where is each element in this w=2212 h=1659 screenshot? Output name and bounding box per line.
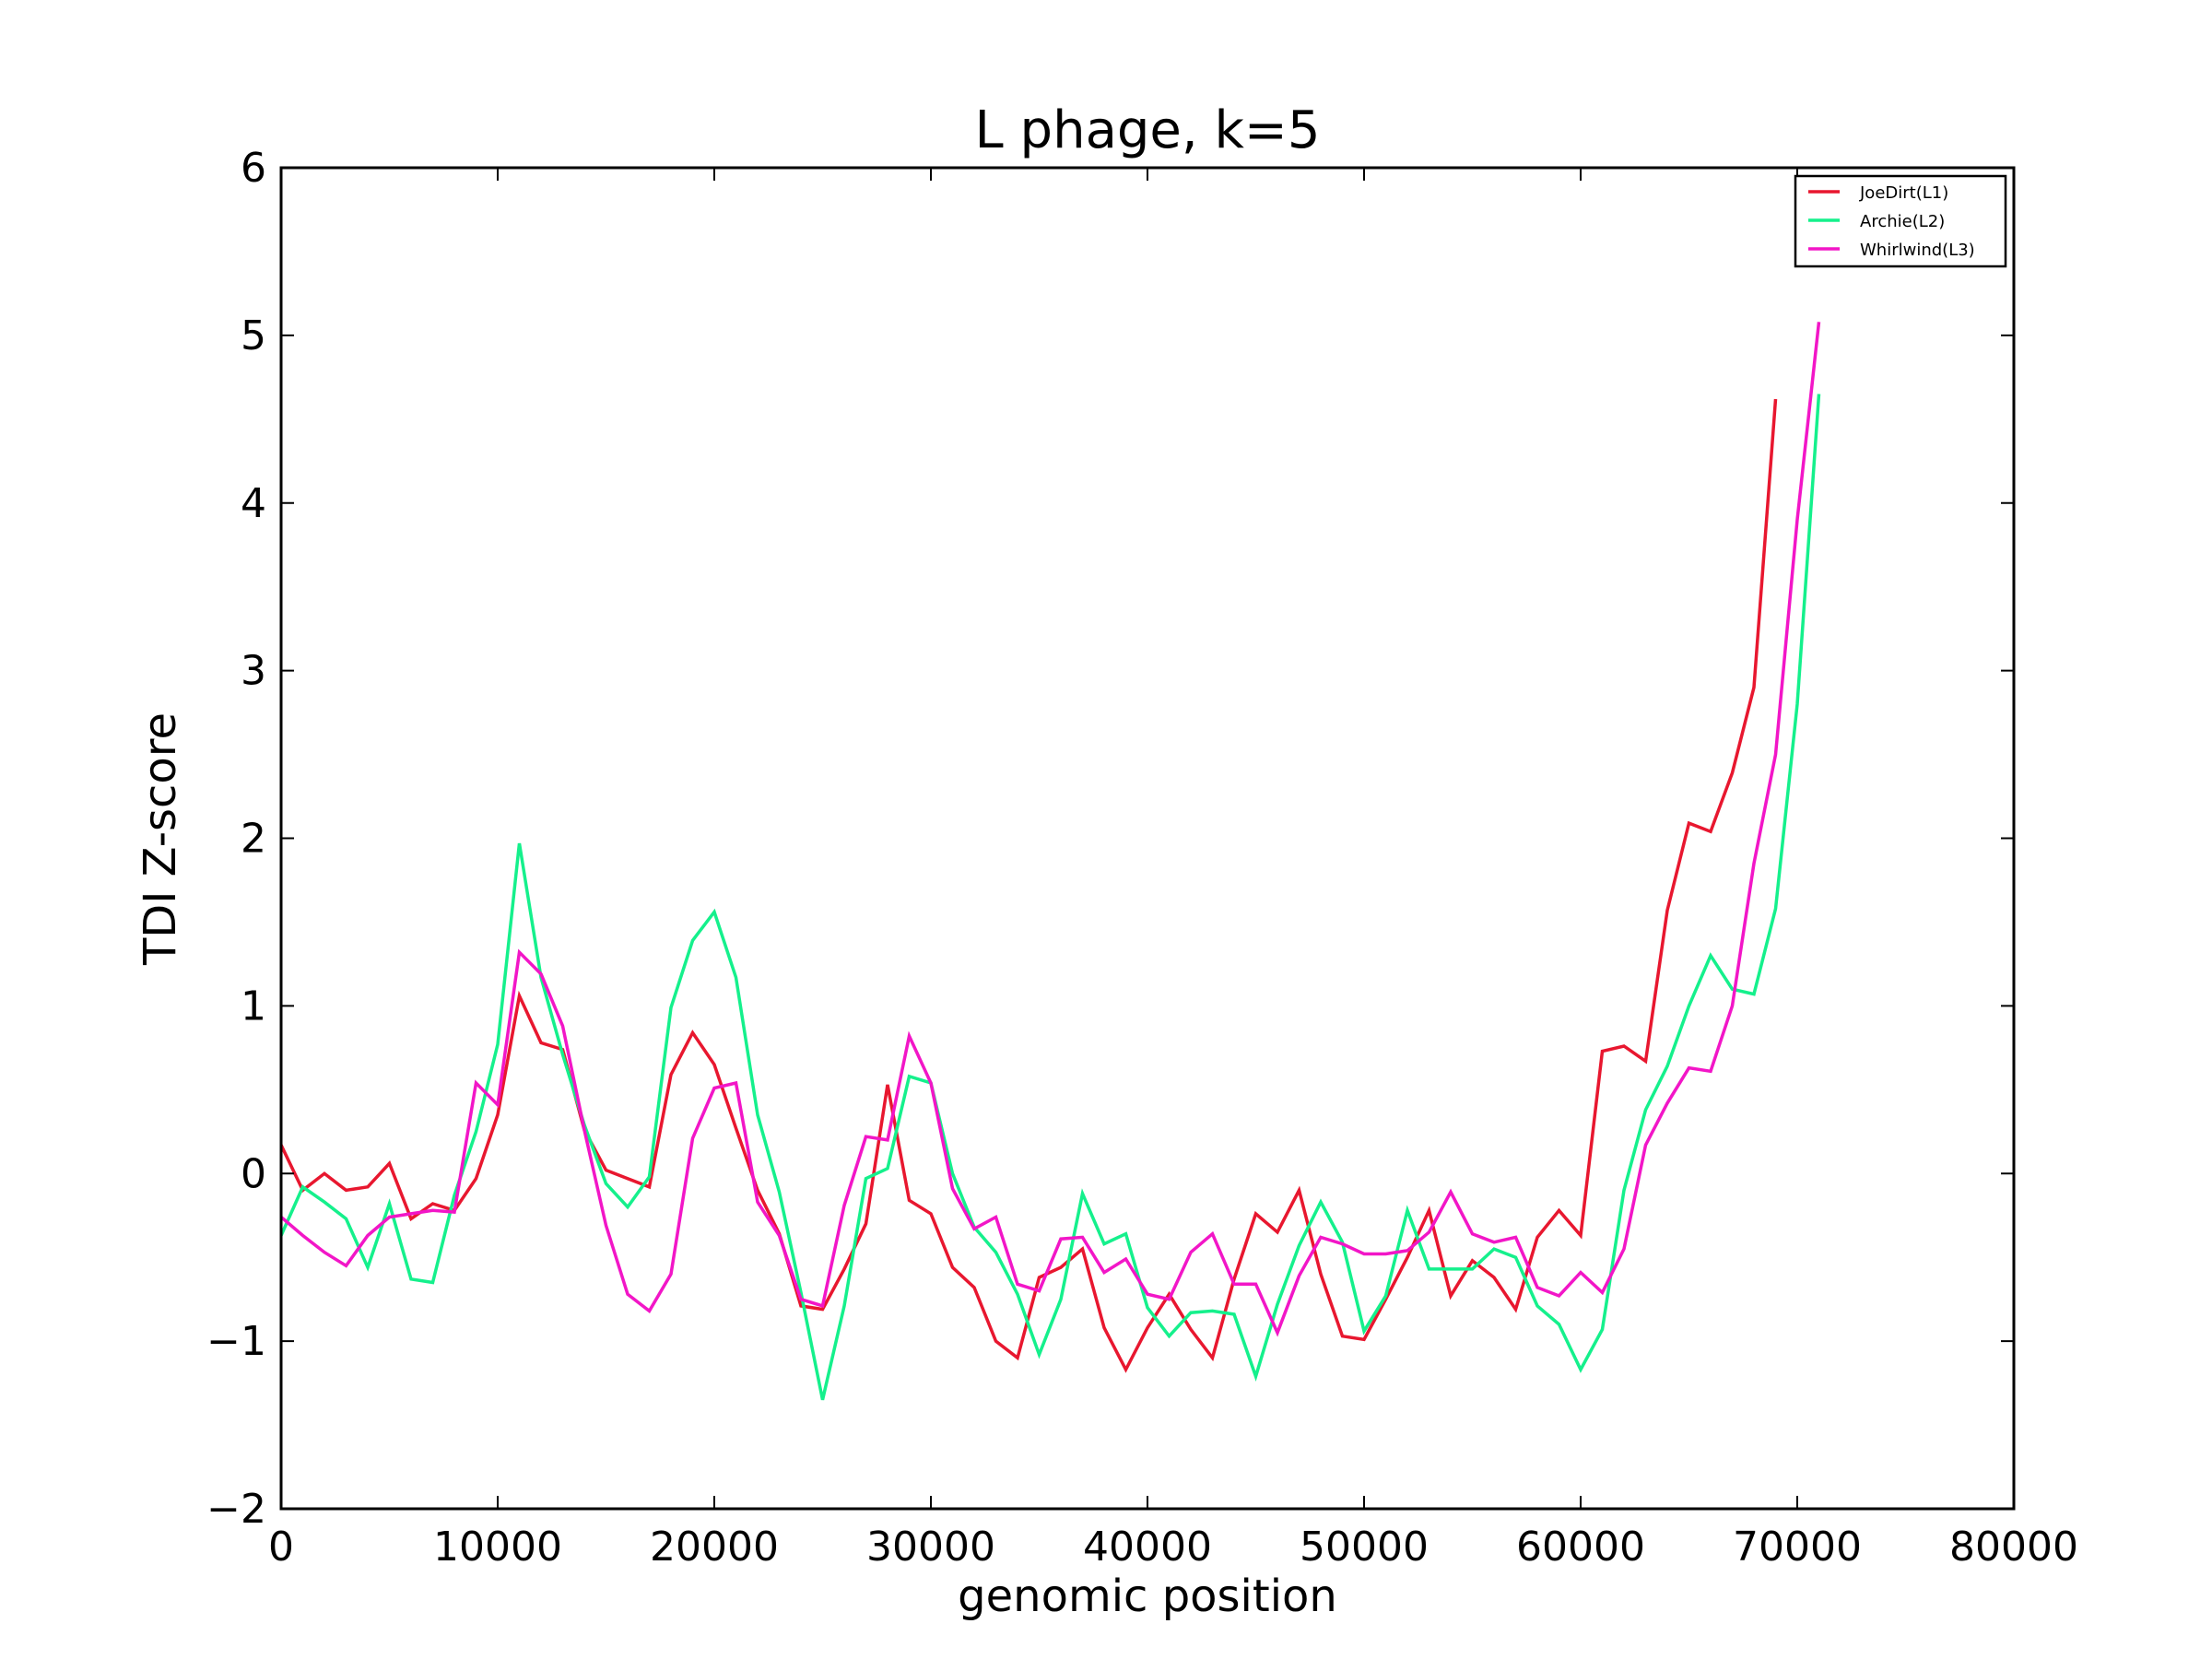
y-tick-label: 4 <box>241 480 266 527</box>
x-tick-label: 70000 <box>1733 1524 1862 1571</box>
x-tick-label: 40000 <box>1083 1524 1212 1571</box>
series-line-2 <box>281 394 1821 1401</box>
chart-title: L phage, k=5 <box>975 100 1321 160</box>
plot-area <box>281 322 1821 1401</box>
legend: JoeDirt(L1) Archie(L2) Whirlwind(L3) <box>1794 174 2007 268</box>
series-line-1 <box>281 398 1778 1373</box>
axis-ticks: 0 10000 20000 30000 40000 50000 60000 70000 8000… <box>206 145 2078 1571</box>
y-tick-label: 0 <box>241 1150 266 1197</box>
x-tick-label: 50000 <box>1300 1524 1429 1571</box>
x-tick-label: 60000 <box>1516 1524 1645 1571</box>
legend-label: Whirlwind(L3) <box>1860 241 1975 260</box>
y-tick-label: 5 <box>241 312 266 359</box>
y-tick-label: 3 <box>241 648 266 695</box>
x-tick-label: 30000 <box>866 1524 995 1571</box>
x-tick-label: 20000 <box>650 1524 779 1571</box>
y-axis-label: TDI Z-score <box>135 712 186 966</box>
y-tick-label: 1 <box>241 982 266 1030</box>
y-tick-label: −1 <box>206 1318 266 1365</box>
y-tick-label: 2 <box>241 816 266 863</box>
legend-label: Archie(L2) <box>1860 212 1945 231</box>
series-line-3 <box>281 322 1821 1337</box>
plot-frame <box>279 166 2016 1511</box>
x-tick-label: 0 <box>268 1524 294 1571</box>
y-tick-label: 6 <box>241 145 266 192</box>
legend-label: JoeDirt(L1) <box>1859 183 1948 203</box>
y-tick-label: −2 <box>206 1486 266 1533</box>
x-tick-label: 10000 <box>433 1524 562 1571</box>
x-axis-label: genomic position <box>958 1571 1337 1622</box>
x-tick-label: 80000 <box>1949 1524 2078 1571</box>
